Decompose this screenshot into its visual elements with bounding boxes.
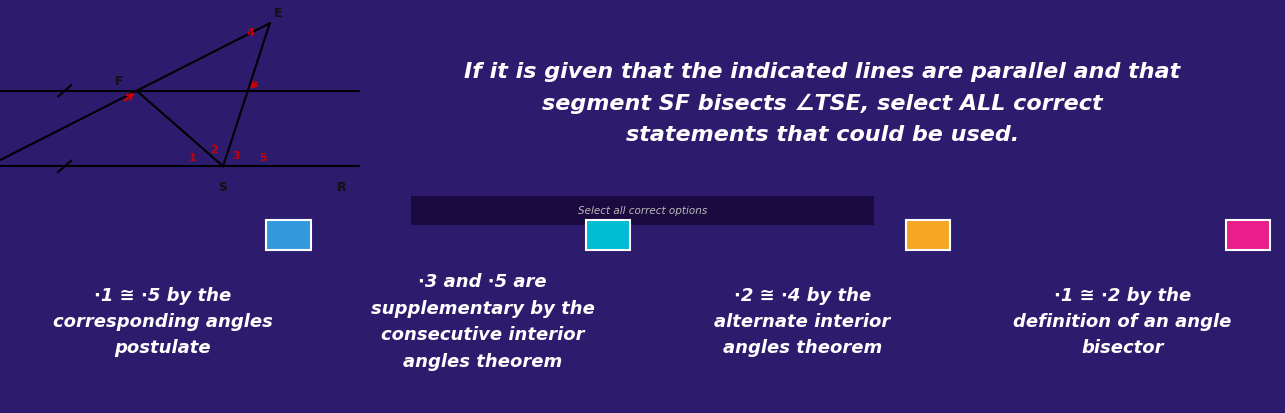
- FancyBboxPatch shape: [586, 221, 631, 251]
- FancyBboxPatch shape: [397, 196, 888, 226]
- Text: If it is given that the indicated lines are parallel and that
segment SF bisects: If it is given that the indicated lines …: [464, 62, 1181, 145]
- Text: ∙1 ≅ ∙2 by the
definition of an angle
bisector: ∙1 ≅ ∙2 by the definition of an angle bi…: [1014, 286, 1231, 356]
- Text: S: S: [218, 181, 227, 194]
- Text: 5: 5: [258, 153, 266, 163]
- Text: F: F: [114, 75, 123, 88]
- FancyBboxPatch shape: [1226, 221, 1271, 251]
- Text: 3: 3: [231, 151, 239, 161]
- Text: 2: 2: [211, 145, 218, 155]
- FancyBboxPatch shape: [906, 221, 951, 251]
- Text: Select all correct options: Select all correct options: [578, 205, 707, 215]
- Text: R: R: [337, 181, 347, 194]
- Text: ∙3 and ∙5 are
supplementary by the
consecutive interior
angles theorem: ∙3 and ∙5 are supplementary by the conse…: [370, 273, 595, 370]
- Text: 1: 1: [189, 153, 197, 163]
- FancyBboxPatch shape: [266, 221, 311, 251]
- Text: 4: 4: [247, 28, 254, 38]
- Text: ∙2 ≅ ∙4 by the
alternate interior
angles theorem: ∙2 ≅ ∙4 by the alternate interior angles…: [714, 286, 891, 356]
- Text: ∙1 ≅ ∙5 by the
corresponding angles
postulate: ∙1 ≅ ∙5 by the corresponding angles post…: [53, 286, 272, 356]
- Text: E: E: [274, 7, 281, 20]
